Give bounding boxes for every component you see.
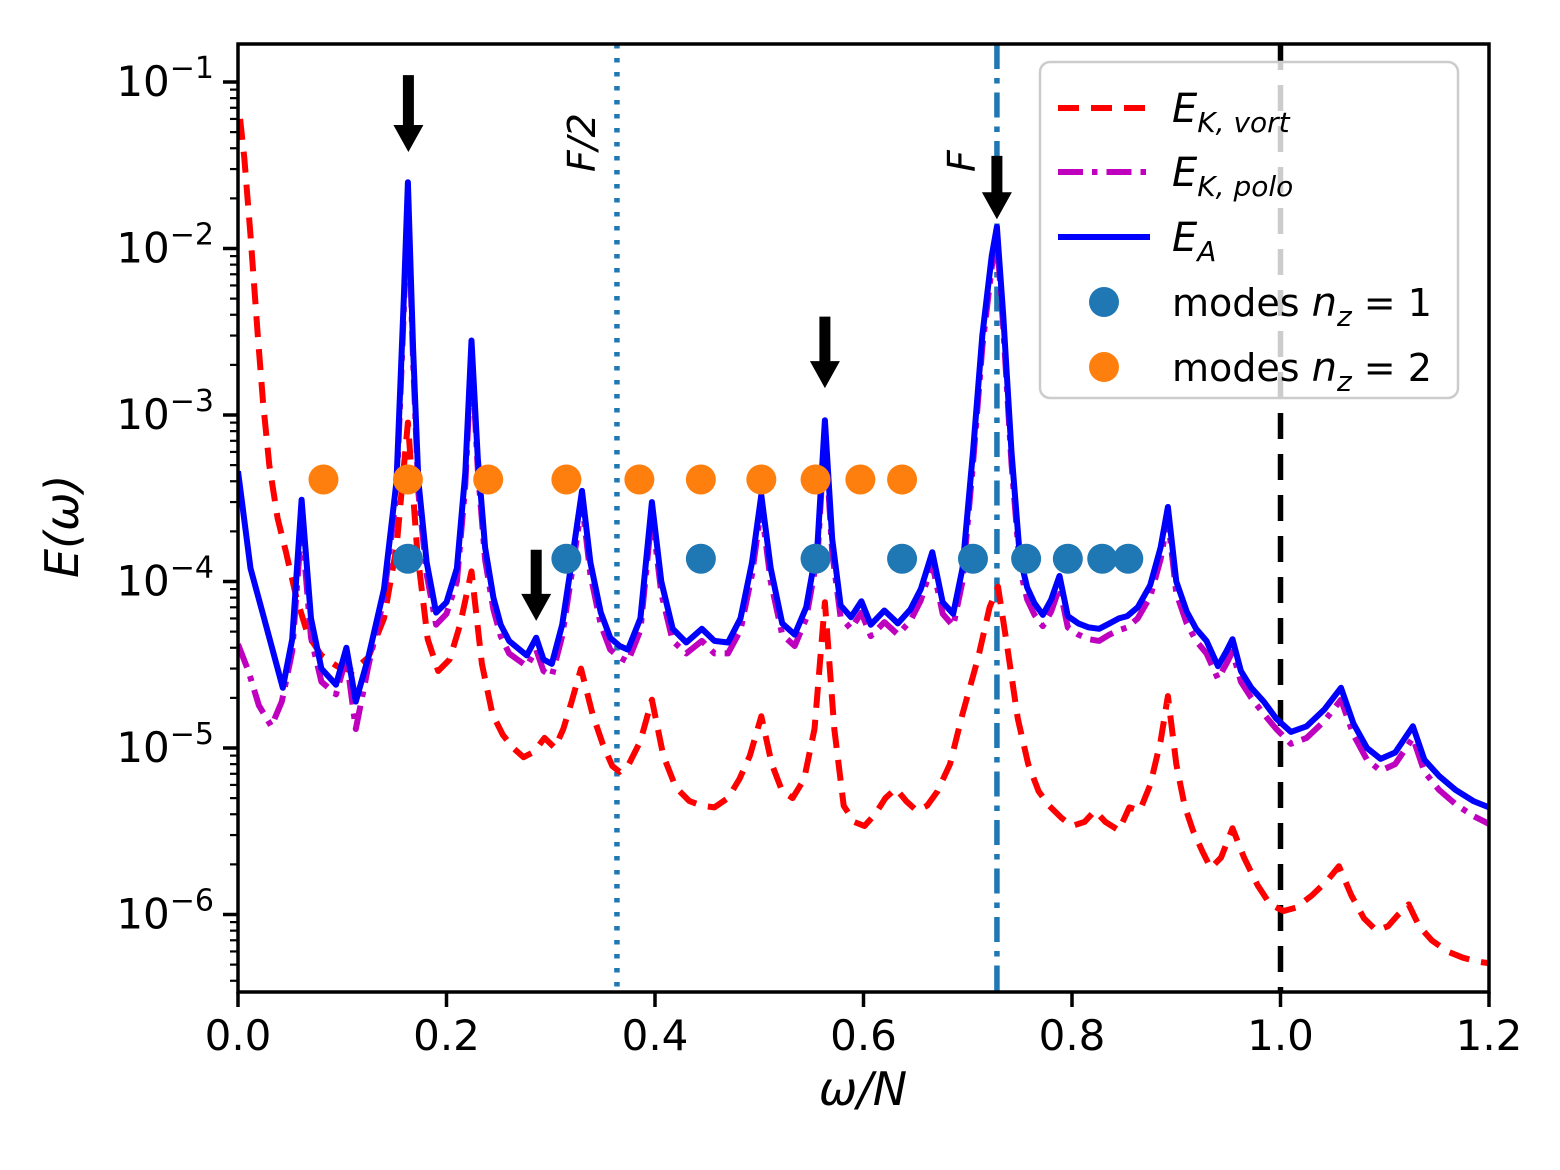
y-tick-label: 10−6 — [116, 884, 214, 939]
legend-label-E_K_polo: EK, polo​ — [1172, 150, 1293, 203]
mode-markers — [308, 464, 1144, 574]
x-tick-label: 0.8 — [1039, 1011, 1106, 1060]
mode-dot-modes_nz2 — [887, 464, 918, 495]
annotation-arrow — [393, 75, 424, 152]
x-axis-label: ω/N — [819, 1062, 907, 1116]
x-tick-label: 1.0 — [1247, 1011, 1314, 1060]
vline-label-F/2: F/2 — [560, 113, 604, 172]
y-tick-label: 10−1 — [116, 51, 214, 106]
mode-dot-modes_nz1 — [1113, 543, 1144, 574]
mode-dot-modes_nz2 — [746, 464, 777, 495]
y-tick-label: 10−5 — [116, 717, 214, 772]
y-tick-label: 10−4 — [116, 551, 214, 606]
mode-dot-modes_nz1 — [392, 543, 423, 574]
mode-dot-modes_nz2 — [473, 464, 504, 495]
x-tick-label: 0.2 — [413, 1011, 480, 1060]
mode-dot-modes_nz1 — [1011, 543, 1042, 574]
mode-dot-modes_nz2 — [845, 464, 876, 495]
mode-dot-modes_nz1 — [800, 543, 831, 574]
mode-dot-modes_nz1 — [1087, 543, 1118, 574]
legend-label-E_A: EA​ — [1172, 215, 1216, 268]
axes-frame — [236, 42, 1491, 994]
legend-label-E_K_vort: EK, vort​ — [1172, 86, 1291, 139]
mode-dot-modes_nz1 — [1052, 543, 1083, 574]
axis-ticks: 0.0 0.2 0.4 0.6 0.8 1.0 1.2 10−1 10−2 10−3 10−4 10−… — [116, 51, 1522, 1060]
legend-label-modes_nz2: modes nz​ = 2 — [1172, 345, 1432, 398]
x-tick-label: 0.6 — [830, 1011, 897, 1060]
legend-sample-modes_nz2 — [1089, 352, 1119, 382]
mode-dot-modes_nz1 — [957, 543, 988, 574]
y-tick-label: 10−2 — [116, 218, 214, 273]
vline-label-F: F — [940, 149, 984, 172]
spectrum-curves — [238, 118, 1489, 967]
peak-arrows — [393, 75, 1012, 621]
legend: EK, vort​ EK, polo​ EA​ modes nz​ = 1 modes … — [1038, 60, 1460, 400]
vline-labels: F/2 F — [560, 113, 984, 172]
legend-box — [1038, 60, 1460, 400]
mode-dot-modes_nz2 — [800, 464, 831, 495]
mode-dot-modes_nz2 — [392, 464, 423, 495]
y-tick-label: 10−3 — [116, 384, 214, 439]
mode-dot-modes_nz2 — [685, 464, 716, 495]
mode-dot-modes_nz1 — [551, 543, 582, 574]
mode-dot-modes_nz2 — [551, 464, 582, 495]
x-tick-label: 0.4 — [622, 1011, 689, 1060]
series-E_A — [238, 179, 1489, 811]
legend-sample-modes_nz1 — [1089, 287, 1119, 317]
x-tick-label: 1.2 — [1456, 1011, 1523, 1060]
annotation-arrow — [981, 155, 1012, 220]
mode-dot-modes_nz1 — [887, 543, 918, 574]
mode-dot-modes_nz2 — [624, 464, 655, 495]
series-E_K_vort — [238, 118, 1489, 967]
mode-dot-modes_nz2 — [308, 464, 339, 495]
y-axis-label: E(ω) — [35, 475, 89, 578]
legend-label-modes_nz1: modes nz​ = 1 — [1172, 280, 1432, 333]
mode-dot-modes_nz1 — [685, 543, 716, 574]
annotation-arrow — [521, 549, 552, 621]
annotation-arrow — [809, 316, 840, 389]
x-tick-label: 0.0 — [205, 1011, 272, 1060]
